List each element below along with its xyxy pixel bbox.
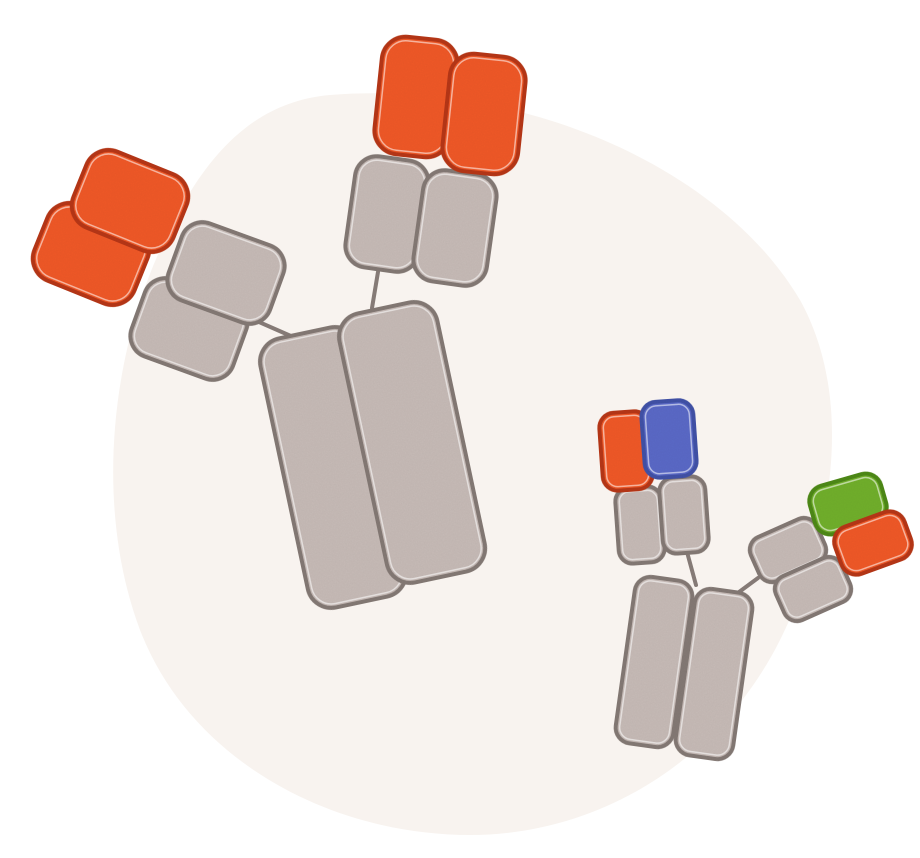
fab-arm-right — [343, 34, 528, 288]
constant-domain-heavy — [165, 220, 287, 326]
fab-arm-right — [747, 471, 914, 624]
domain-highlight — [445, 56, 523, 172]
domain-highlight — [778, 560, 848, 618]
hinge-line-left — [685, 550, 698, 587]
hinge-line-right — [370, 270, 380, 310]
domain-highlight — [837, 514, 909, 572]
domain-highlight — [678, 592, 750, 756]
domain-highlight — [644, 403, 694, 475]
fab-arm-left — [30, 147, 287, 382]
constant-domain-heavy — [411, 168, 499, 288]
domain-highlight — [618, 580, 690, 744]
fc-domain-right — [337, 300, 488, 585]
domain-highlight — [342, 305, 482, 580]
domain-highlight — [75, 153, 185, 249]
conventional-antibody — [30, 34, 528, 610]
variable-domain-heavy — [69, 147, 191, 255]
bispecific-antibody — [597, 398, 914, 762]
fc-region — [258, 300, 488, 610]
variable-domain-blue — [639, 398, 699, 480]
constant-domain-heavy — [657, 474, 711, 556]
constant-domain-light — [772, 554, 854, 624]
domain-highlight — [416, 173, 494, 283]
variable-domain-heavy — [440, 51, 528, 177]
fc-region — [613, 574, 755, 762]
fab-arm-left — [597, 398, 711, 566]
domain-highlight — [662, 479, 706, 551]
domain-highlight — [170, 225, 282, 321]
